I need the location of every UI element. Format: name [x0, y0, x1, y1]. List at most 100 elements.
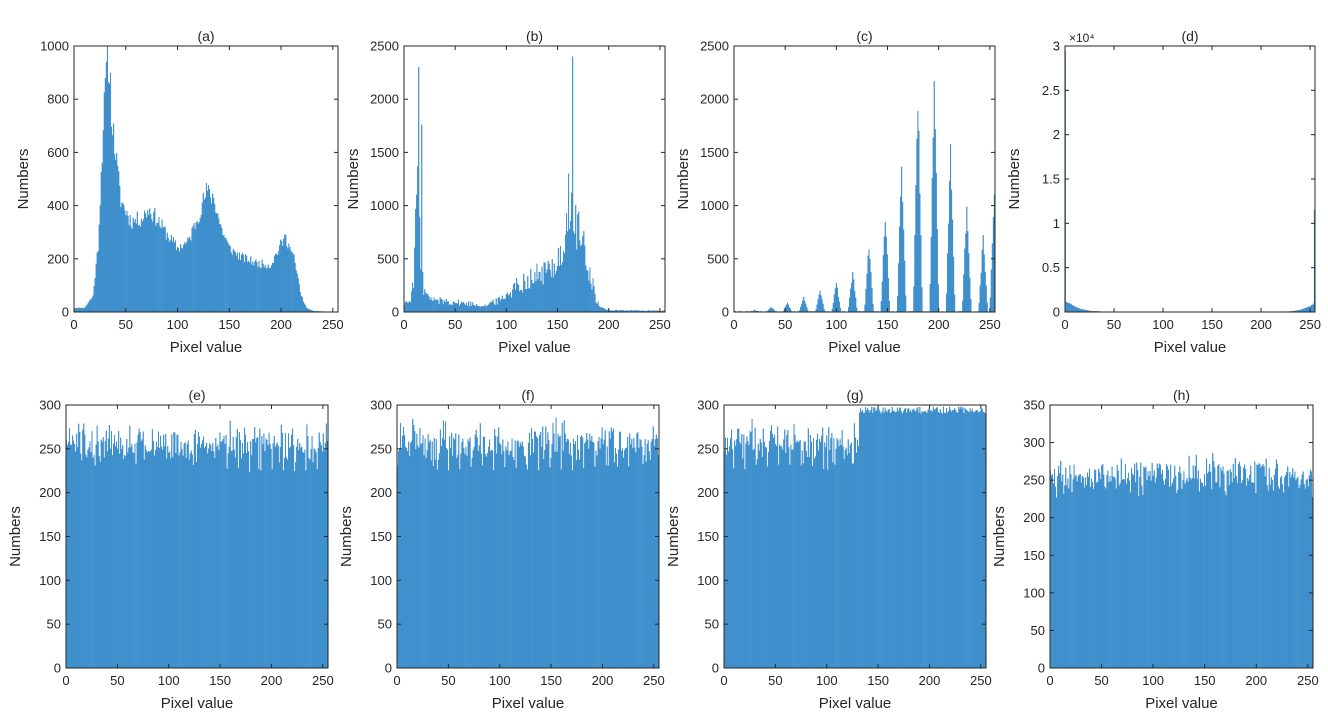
bar: [563, 420, 565, 669]
bar: [497, 436, 499, 669]
bar: [537, 279, 539, 313]
bar: [89, 441, 91, 669]
bar: [323, 450, 325, 669]
bar: [236, 252, 238, 313]
panel-a: 0 50 100 150 200 25002004006008001000(a)Pixel…: [15, 28, 344, 356]
bar: [203, 199, 205, 313]
bar: [223, 234, 225, 313]
bar: [282, 470, 284, 669]
bar: [970, 299, 972, 313]
bar: [574, 441, 577, 669]
bar: [569, 229, 571, 313]
bar: [538, 470, 540, 669]
bar: [601, 307, 603, 313]
bar: [595, 450, 597, 669]
bar: [1067, 303, 1069, 313]
bar: [139, 226, 141, 313]
bar: [302, 301, 304, 313]
bar: [86, 305, 88, 313]
bar: [789, 464, 791, 669]
bar: [756, 458, 758, 669]
y-tick-label: 50: [1031, 623, 1045, 638]
bar: [499, 300, 501, 313]
bar: [1134, 463, 1136, 669]
bar: [957, 412, 959, 669]
bar: [467, 439, 469, 669]
bar: [90, 299, 92, 313]
bar: [494, 304, 496, 313]
bar: [190, 240, 192, 313]
bar: [488, 303, 490, 313]
bar: [156, 222, 158, 313]
bar: [432, 301, 434, 313]
bar: [881, 411, 883, 669]
bar: [1256, 464, 1258, 669]
bars-e: [65, 420, 328, 669]
bar: [280, 424, 282, 669]
bar: [534, 272, 536, 313]
bar: [82, 429, 84, 669]
bar: [951, 411, 953, 669]
bar: [625, 447, 627, 669]
bar: [492, 450, 494, 669]
bar: [620, 432, 622, 669]
bar: [920, 413, 922, 669]
bar: [978, 412, 980, 669]
bar: [318, 432, 320, 669]
bar: [498, 427, 500, 669]
bar: [457, 455, 459, 669]
bar: [1067, 478, 1069, 669]
bar: [1117, 470, 1119, 669]
bar: [549, 269, 551, 313]
bar: [204, 448, 206, 669]
bar: [1084, 477, 1086, 669]
bar: [931, 411, 933, 669]
plot-frame: [1049, 404, 1314, 669]
bar: [461, 442, 463, 669]
bar: [1162, 480, 1164, 669]
bar: [162, 227, 164, 313]
bar: [277, 254, 279, 313]
bar: [1275, 459, 1277, 669]
bar: [982, 411, 984, 669]
bar: [267, 264, 269, 313]
bar: [262, 443, 264, 669]
bar: [969, 408, 971, 669]
bar: [1230, 472, 1232, 669]
bar: [900, 196, 902, 313]
bar: [322, 433, 324, 669]
bar: [481, 465, 483, 669]
bar: [1254, 461, 1256, 669]
bar: [181, 448, 183, 669]
bar: [135, 223, 137, 313]
bar: [530, 428, 533, 669]
bar: [115, 446, 117, 669]
bar: [637, 432, 639, 669]
bar: [842, 446, 844, 669]
bar: [72, 435, 74, 669]
x-tick-label: 0: [400, 317, 407, 332]
bar: [901, 166, 903, 313]
bar: [837, 296, 839, 313]
bar: [843, 458, 845, 669]
bar: [1306, 478, 1308, 669]
bar: [525, 288, 527, 313]
bar: [743, 434, 745, 669]
bar: [164, 226, 166, 313]
bar: [413, 425, 415, 669]
bar: [981, 249, 983, 313]
bar: [443, 439, 446, 669]
bar: [1123, 479, 1125, 669]
bar: [1190, 479, 1192, 669]
bar: [74, 444, 76, 669]
bar: [227, 242, 229, 313]
bar: [98, 224, 100, 313]
bar: [297, 278, 299, 313]
bar: [850, 442, 852, 669]
bar: [188, 238, 190, 313]
bar: [95, 444, 97, 669]
bar: [260, 268, 262, 313]
bar: [1273, 475, 1275, 669]
bar: [1268, 468, 1270, 669]
